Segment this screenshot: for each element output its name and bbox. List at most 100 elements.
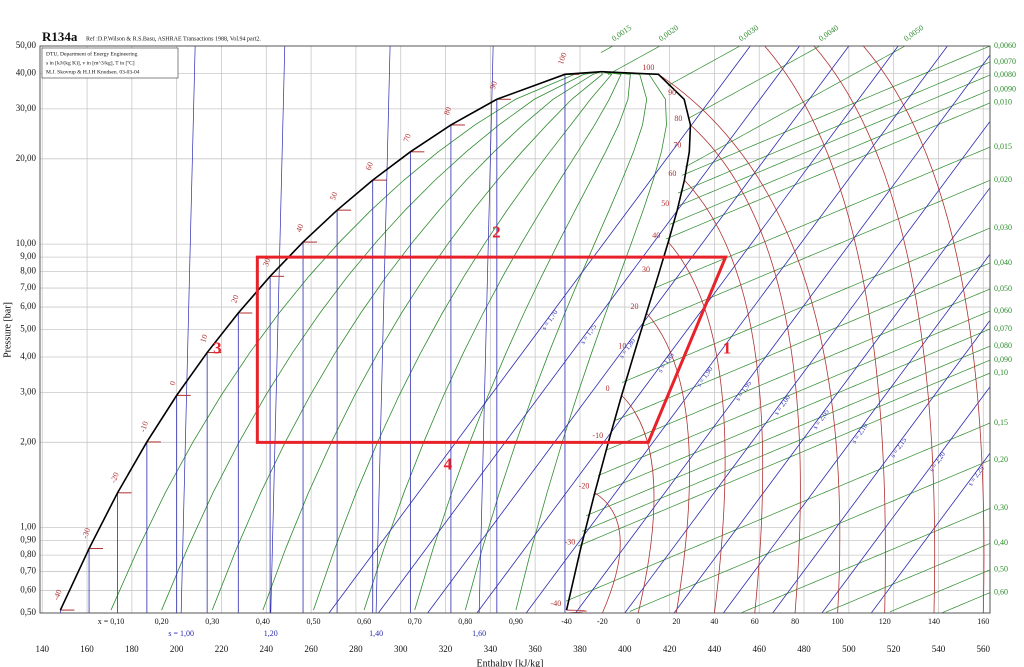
- isentrope: [772, 319, 990, 613]
- isochore-label: 0,030: [994, 223, 1012, 232]
- isotherm: [646, 312, 690, 613]
- isochore: [585, 345, 990, 517]
- x-tick-label: 200: [170, 644, 184, 654]
- sat-temp-label: -10: [592, 431, 603, 440]
- isentrope-label: s = 1,00: [168, 629, 194, 638]
- x-tick-label: 300: [394, 644, 408, 654]
- isochore-label: 0,080: [994, 341, 1012, 350]
- x-tick-label: 260: [304, 644, 318, 654]
- x-tick-label: 500: [842, 644, 856, 654]
- isotherm-label: 40: [710, 617, 718, 626]
- x-axis-label: Enthalpy [kJ/kg]: [477, 658, 544, 667]
- sat-temp-label: 90: [488, 80, 499, 91]
- y-tick-label: 5,00: [20, 324, 36, 334]
- y-tick-label: 3,00: [20, 386, 36, 396]
- note: DTU, Department of Energy Engineering: [46, 50, 138, 57]
- isochore: [641, 179, 990, 327]
- sat-temp-label: -20: [579, 482, 590, 491]
- y-tick-label: 9,00: [20, 251, 36, 261]
- isochore-label: 0,50: [994, 565, 1008, 574]
- y-tick-label: 0,50: [20, 607, 36, 617]
- x-tick-label: 540: [932, 644, 946, 654]
- y-tick-label: 50,00: [16, 40, 37, 50]
- isentrope: [270, 46, 286, 613]
- isentrope: [427, 46, 850, 613]
- sat-temp-label: 90: [668, 88, 676, 97]
- x-tick-label: 340: [484, 644, 498, 654]
- y-tick-label: 20,00: [16, 153, 37, 163]
- x-tick-label: 420: [663, 644, 677, 654]
- isochore: [684, 46, 906, 168]
- isotherm-label: 60: [751, 617, 759, 626]
- sat-temp-label: 20: [229, 294, 240, 305]
- x-tick-label: 400: [618, 644, 632, 654]
- isochore-label: 0,070: [994, 324, 1012, 333]
- isochore-label: 0,020: [994, 175, 1012, 184]
- isentrope: [375, 46, 391, 613]
- isentrope: [624, 120, 990, 613]
- isotherm-label: 20: [672, 617, 680, 626]
- isochore: [629, 459, 990, 612]
- x-tick-label: 460: [752, 644, 766, 654]
- isochore: [600, 46, 614, 53]
- sat-temp-label: 100: [556, 51, 569, 65]
- isotherm: [621, 395, 655, 613]
- isochore: [653, 146, 990, 289]
- isotherm: [764, 46, 886, 613]
- isochore-label: 0,010: [994, 98, 1012, 107]
- isentrope: [328, 46, 751, 613]
- sat-temp-label: 30: [261, 257, 272, 268]
- quality-label: 0,60: [357, 617, 371, 626]
- isotherm-label: 140: [928, 617, 940, 626]
- sat-temp-label: 100: [642, 63, 654, 72]
- quality-label: 0,30: [205, 617, 219, 626]
- isochore: [665, 102, 990, 240]
- x-tick-label: 160: [80, 644, 94, 654]
- isentrope: [575, 54, 990, 613]
- info-box: [41, 47, 179, 79]
- note: M.J. Skovrup & H.J.H Knudsen. 03-03-04: [46, 69, 140, 75]
- sat-temp-label: -20: [109, 471, 121, 484]
- isochore: [889, 569, 990, 613]
- sat-temp-label: 70: [402, 133, 413, 144]
- isentrope-label: 1,40: [369, 629, 383, 638]
- y-tick-label: 40,00: [16, 68, 37, 78]
- quality-label: 0,40: [256, 617, 270, 626]
- isochore: [581, 359, 990, 532]
- isentrope: [870, 452, 990, 613]
- sat-temp-label: -10: [138, 420, 150, 433]
- quality-line: [414, 71, 631, 611]
- sat-temp-label: -40: [551, 599, 562, 608]
- saturated-vapor-line: [565, 70, 692, 611]
- isochore-label: 0,20: [994, 455, 1008, 464]
- isentrope: [821, 386, 990, 613]
- isentrope: [478, 46, 494, 613]
- isotherm-label: 100: [832, 617, 844, 626]
- isochore-label: 0,15: [994, 418, 1008, 427]
- isochore: [597, 310, 990, 476]
- isochore: [677, 74, 990, 207]
- y-tick-label: 0,90: [20, 535, 36, 545]
- sat-temp-label: 80: [674, 114, 682, 123]
- x-tick-label: 320: [439, 644, 453, 654]
- y-tick-label: 1,00: [20, 522, 36, 532]
- isentrope-label: 1,20: [264, 629, 278, 638]
- x-tick-label: 440: [708, 644, 722, 654]
- sat-temp-label: 70: [673, 141, 681, 150]
- x-tick-label: 360: [528, 644, 542, 654]
- isochore-label: 0,090: [994, 355, 1012, 364]
- isochore-label: 0,0070: [994, 57, 1016, 66]
- isochore: [669, 89, 990, 225]
- isentrope: [525, 46, 948, 613]
- y-tick-label: 0,70: [20, 566, 36, 576]
- subtitle: Ref :D.P.Wilson & R.S.Basu, ASHRAE Trans…: [86, 35, 261, 42]
- sat-temp-label: 40: [652, 231, 660, 240]
- isochore-label: 0,0090: [994, 85, 1016, 94]
- isochore: [613, 262, 990, 422]
- isotherm-label: 160: [977, 617, 989, 626]
- chart-title: R134a: [42, 29, 78, 44]
- y-tick-label: 0,60: [20, 585, 36, 595]
- isentrope: [723, 253, 990, 613]
- isochore: [687, 46, 821, 119]
